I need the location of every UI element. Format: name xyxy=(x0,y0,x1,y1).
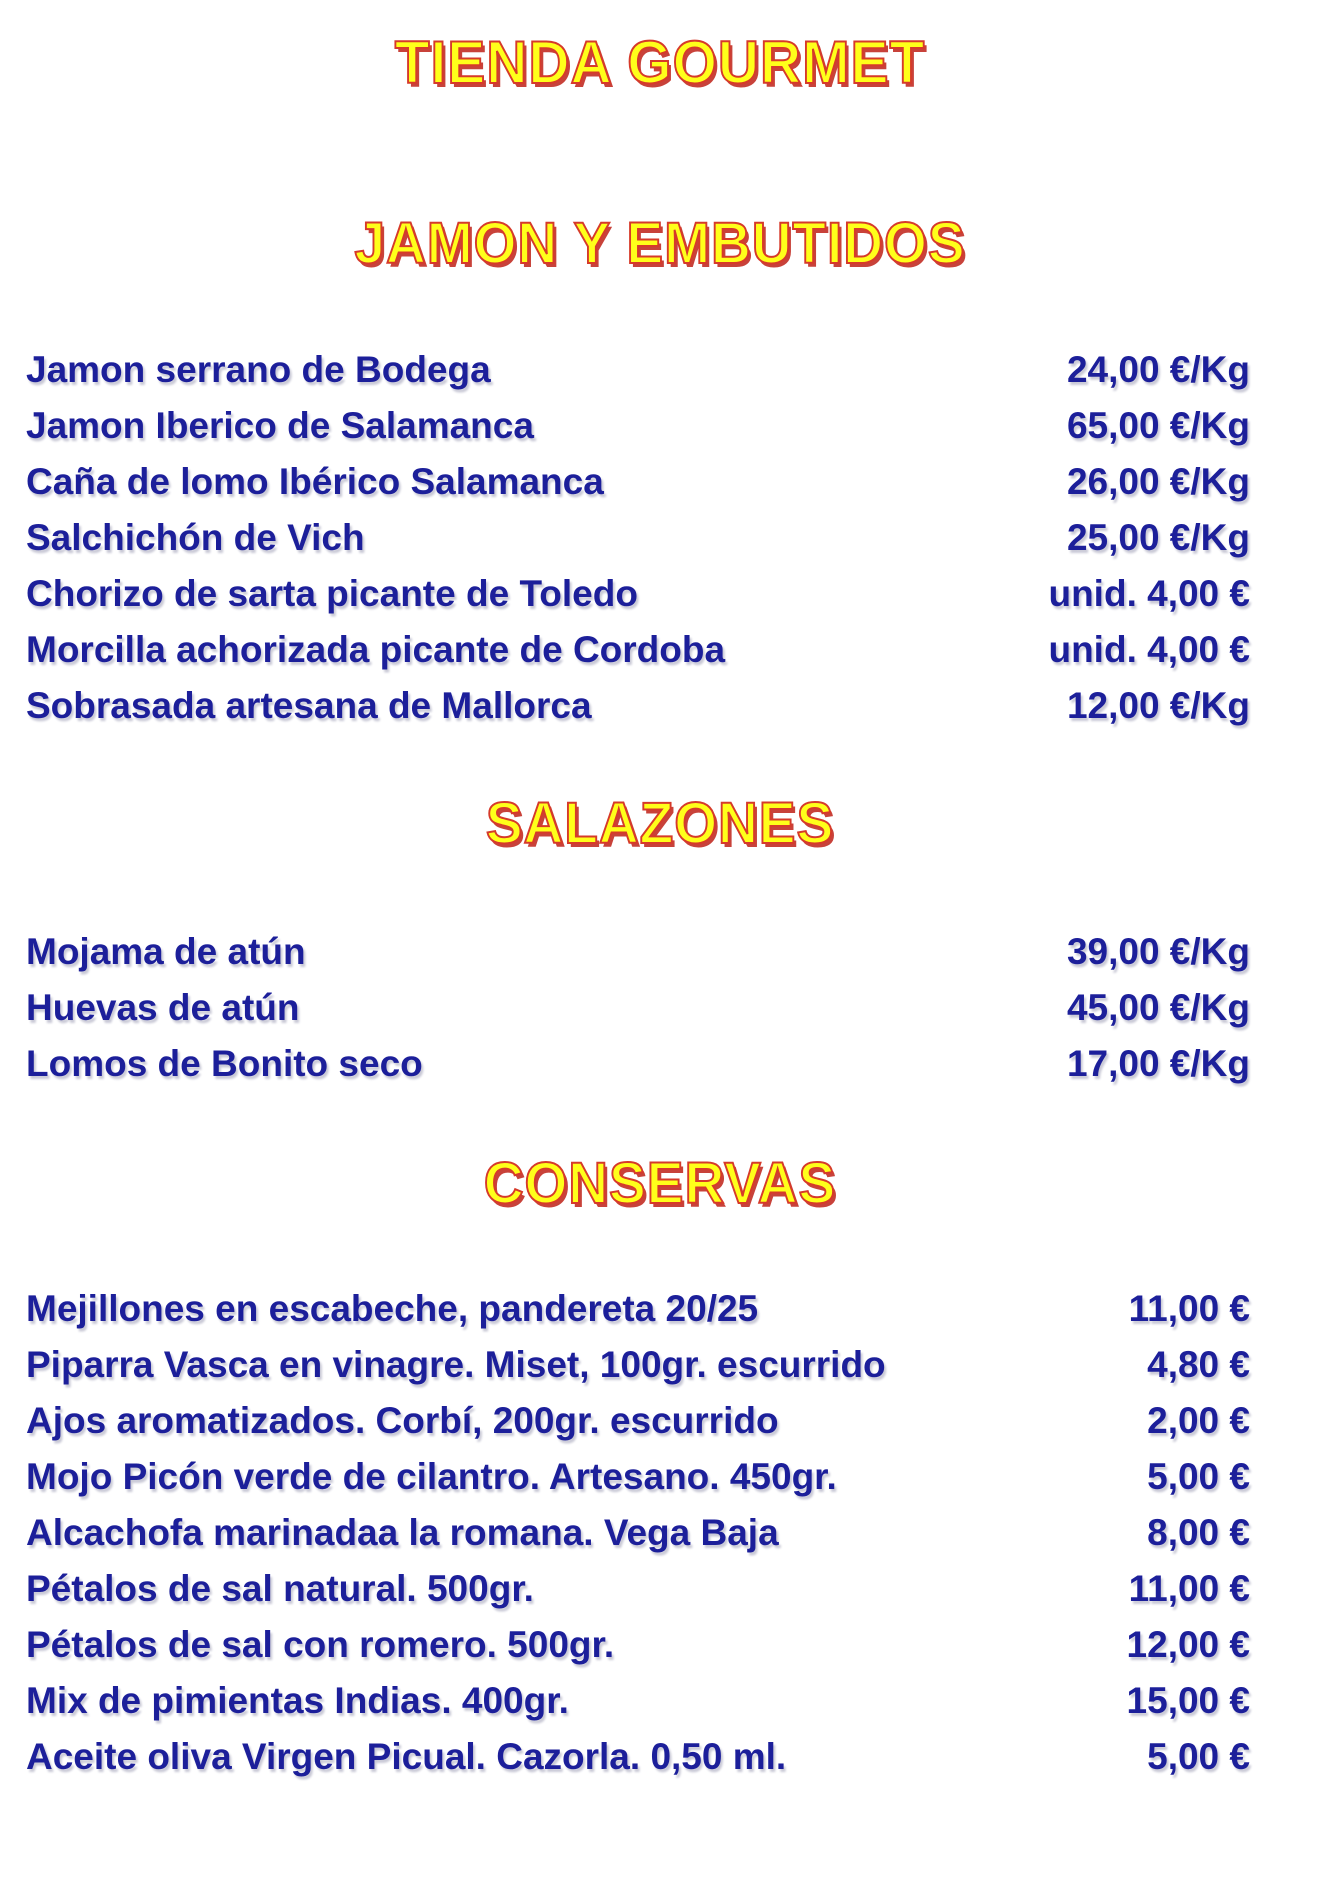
item-name: Pétalos de sal natural. 500gr. xyxy=(26,1568,534,1609)
list-item: Mojama de atún 39,00 €/Kg xyxy=(26,927,1250,977)
item-name: Jamon Iberico de Salamanca xyxy=(26,405,534,446)
list-item: Mix de pimientas Indias. 400gr. 15,00 € xyxy=(26,1676,1250,1726)
item-price: 24,00 €/Kg xyxy=(1066,349,1250,390)
item-name: Huevas de atún xyxy=(26,987,300,1028)
item-name: Lomos de Bonito seco xyxy=(26,1043,423,1084)
item-price: 25,00 €/Kg xyxy=(1066,517,1250,558)
item-price: 39,00 €/Kg xyxy=(1066,931,1250,972)
list-item: Caña de lomo Ibérico Salamanca 26,00 €/Kg xyxy=(26,457,1250,507)
list-item: Chorizo de sarta picante de Toledo unid. … xyxy=(26,569,1250,619)
section-heading: CONSERVAS xyxy=(483,1150,837,1217)
item-name: Sobrasada artesana de Mallorca xyxy=(26,685,592,726)
item-price: 12,00 €/Kg xyxy=(1066,685,1250,726)
item-price: 26,00 €/Kg xyxy=(1066,461,1250,502)
list-item: Sobrasada artesana de Mallorca 12,00 €/Kg xyxy=(26,681,1250,731)
item-price: 17,00 €/Kg xyxy=(1066,1043,1250,1084)
list-item: Morcilla achorizada picante de Cordoba un… xyxy=(26,625,1250,675)
section-heading: JAMON Y EMBUTIDOS xyxy=(353,210,966,277)
list-item: Pétalos de sal con romero. 500gr. 12,00 € xyxy=(26,1620,1250,1670)
item-price: 15,00 € xyxy=(1126,1680,1250,1721)
item-price: 2,00 € xyxy=(1147,1400,1250,1441)
item-name: Ajos aromatizados. Corbí, 200gr. escurri… xyxy=(26,1400,779,1441)
item-name: Jamon serrano de Bodega xyxy=(26,349,491,390)
item-name: Pétalos de sal con romero. 500gr. xyxy=(26,1624,615,1665)
item-name: Mix de pimientas Indias. 400gr. xyxy=(26,1680,569,1721)
item-name: Caña de lomo Ibérico Salamanca xyxy=(26,461,604,502)
item-price: 4,80 € xyxy=(1147,1344,1250,1385)
item-name: Morcilla achorizada picante de Cordoba xyxy=(26,629,726,670)
list-item: Huevas de atún 45,00 €/Kg xyxy=(26,983,1250,1033)
section-heading: SALAZONES xyxy=(485,790,835,857)
item-price: 45,00 €/Kg xyxy=(1066,987,1250,1028)
item-price: 5,00 € xyxy=(1147,1456,1250,1497)
item-name: Alcachofa marinadaa la romana. Vega Baja xyxy=(26,1512,779,1553)
list-item: Mejillones en escabeche, pandereta 20/25… xyxy=(26,1284,1250,1334)
item-price: 5,00 € xyxy=(1147,1736,1250,1777)
item-name: Piparra Vasca en vinagre. Miset, 100gr. … xyxy=(26,1344,886,1385)
list-item: Aceite oliva Virgen Picual. Cazorla. 0,5… xyxy=(26,1732,1250,1782)
item-price: 11,00 € xyxy=(1128,1288,1250,1329)
list-item: Jamon serrano de Bodega 24,00 €/Kg xyxy=(26,345,1250,395)
item-name: Mejillones en escabeche, pandereta 20/25 xyxy=(26,1288,759,1329)
list-item: Piparra Vasca en vinagre. Miset, 100gr. … xyxy=(26,1340,1250,1390)
item-name: Mojo Picón verde de cilantro. Artesano. … xyxy=(26,1456,837,1497)
list-item: Salchichón de Vich 25,00 €/Kg xyxy=(26,513,1250,563)
list-item: Ajos aromatizados. Corbí, 200gr. escurri… xyxy=(26,1396,1250,1446)
item-name: Chorizo de sarta picante de Toledo xyxy=(26,573,638,614)
item-price: 11,00 € xyxy=(1128,1568,1250,1609)
list-item: Lomos de Bonito seco 17,00 €/Kg xyxy=(26,1039,1250,1089)
item-name: Salchichón de Vich xyxy=(26,517,365,558)
list-item: Pétalos de sal natural. 500gr. 11,00 € xyxy=(26,1564,1250,1614)
list-item: Alcachofa marinadaa la romana. Vega Baja… xyxy=(26,1508,1250,1558)
item-name: Mojama de atún xyxy=(26,931,306,972)
item-price: 8,00 € xyxy=(1147,1512,1250,1553)
list-item: Mojo Picón verde de cilantro. Artesano. … xyxy=(26,1452,1250,1502)
item-name: Aceite oliva Virgen Picual. Cazorla. 0,5… xyxy=(26,1736,787,1777)
item-price: 65,00 €/Kg xyxy=(1066,405,1250,446)
item-price: unid. 4,00 € xyxy=(1048,629,1250,670)
page-title: TIENDA GOURMET xyxy=(394,28,926,97)
list-item: Jamon Iberico de Salamanca 65,00 €/Kg xyxy=(26,401,1250,451)
item-price: 12,00 € xyxy=(1126,1624,1250,1665)
item-price: unid. 4,00 € xyxy=(1048,573,1250,614)
